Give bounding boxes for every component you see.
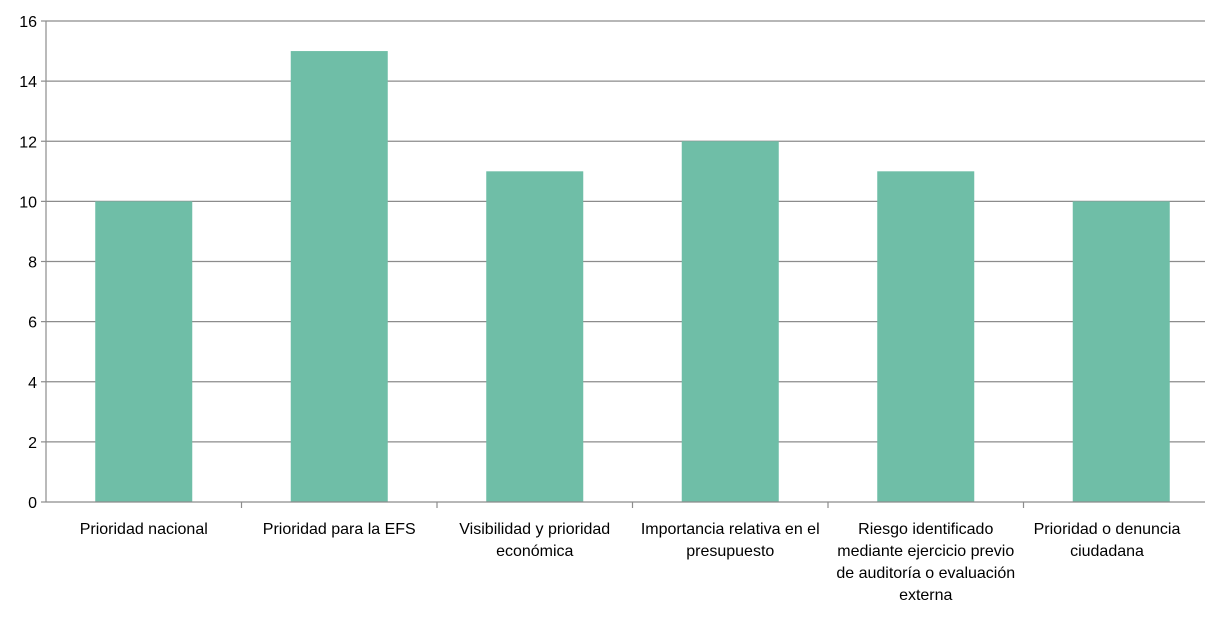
x-tick-label: Prioridad nacional [79, 521, 208, 538]
y-tick-label: 12 [19, 134, 37, 151]
x-tick-label: Prioridad o denuncia ciudadana [1033, 521, 1181, 560]
gridlines [46, 20, 1205, 443]
y-tick-label: 16 [19, 14, 37, 31]
x-tick-label: Riesgo identificado mediante ejercicio p… [836, 521, 1016, 604]
bar [290, 51, 388, 502]
y-tick-label: 14 [19, 74, 37, 91]
x-tick-label: Prioridad para la EFS [262, 521, 416, 538]
y-tick-label: 6 [28, 315, 37, 332]
bar [877, 171, 975, 502]
y-tick-label: 8 [28, 255, 37, 272]
axes [41, 20, 1205, 508]
y-tick-labels: 0 2 4 6 8 10 12 14 16 [19, 14, 37, 512]
y-tick-label: 0 [28, 495, 37, 512]
y-tick-label: 4 [28, 375, 37, 392]
bar [681, 141, 779, 502]
bar [95, 201, 193, 502]
y-tick-label: 2 [28, 435, 37, 452]
x-tick-label: Visibilidad y prioridad económica [459, 521, 611, 560]
y-tick-label: 10 [19, 194, 37, 211]
bar [486, 171, 584, 502]
bars [95, 51, 1170, 502]
bar [1072, 201, 1170, 502]
x-tick-label: Importancia relativa en el presupuesto [640, 521, 820, 560]
